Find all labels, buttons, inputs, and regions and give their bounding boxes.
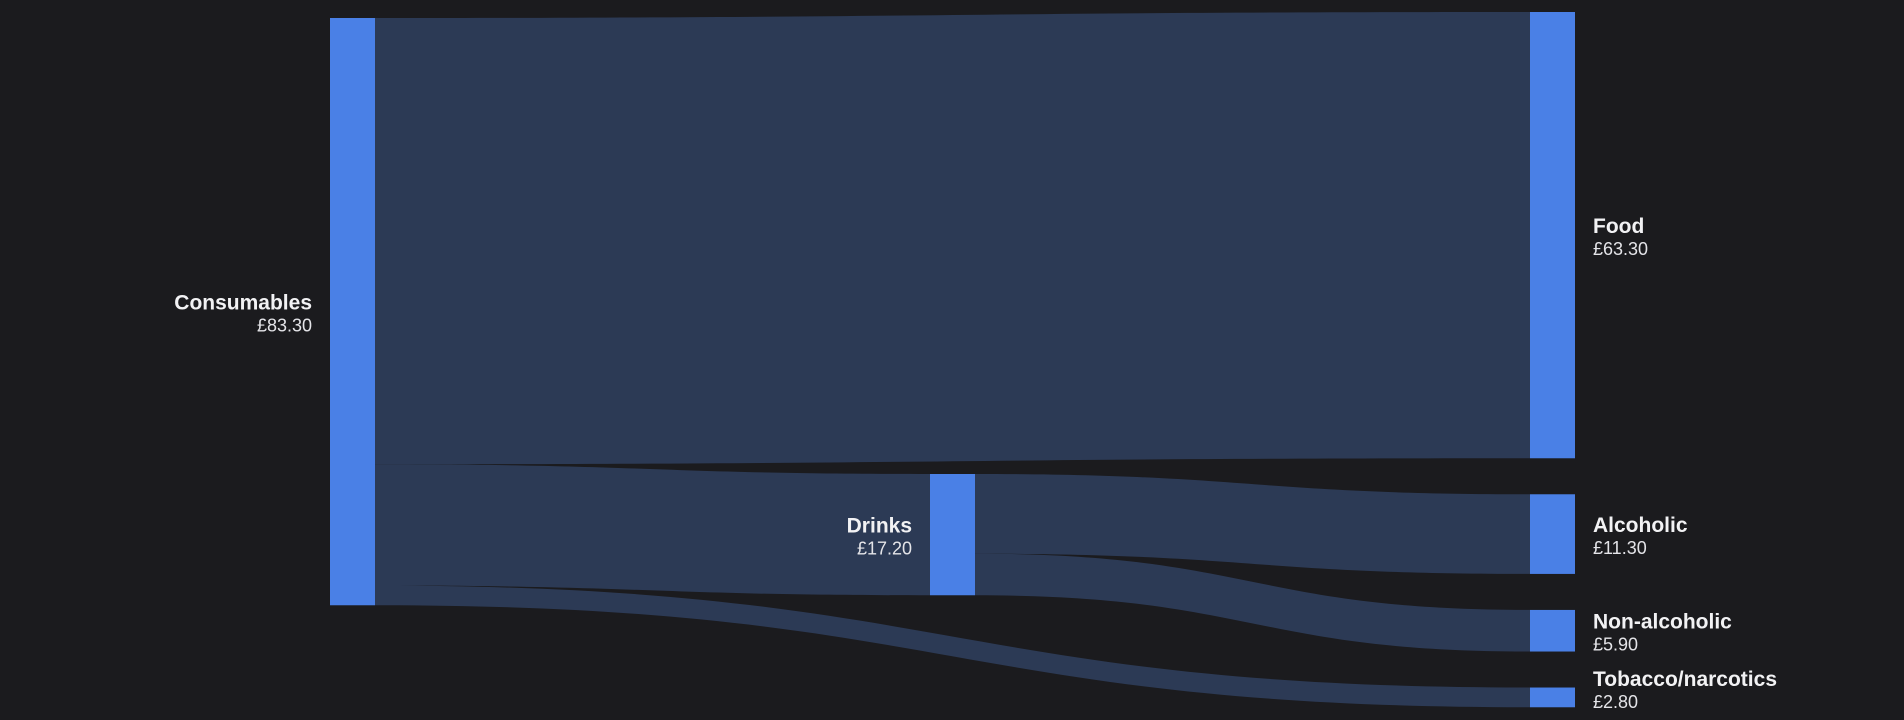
label-food-value: £63.30 [1593,239,1648,259]
link-consumables-to-drinks [375,464,930,596]
link-drinks-to-alcoholic [975,474,1530,574]
link-consumables-to-tobacco-narcotics [375,585,1530,708]
label-consumables-value: £83.30 [257,316,312,336]
label-non-alcoholic-value: £5.90 [1593,635,1638,655]
node-labels: Consumables£83.30 Drinks£17.20 Food£63.30 A… [174,215,1777,712]
label-drinks-value: £17.20 [857,539,912,559]
label-consumables-name: Consumables [174,292,312,315]
node-consumables [330,18,375,606]
label-tobacco-narcotics-value: £2.80 [1593,692,1638,712]
flow-nodes [330,12,1575,708]
label-alcoholic-name: Alcoholic [1593,514,1688,537]
node-drinks [930,474,975,596]
node-food [1530,12,1575,459]
label-drinks-name: Drinks [847,515,912,538]
link-consumables-to-food [375,12,1530,465]
link-drinks-to-non-alcoholic [975,553,1530,652]
flow-links [375,12,1530,708]
label-food-name: Food [1593,215,1644,238]
node-tobacco-narcotics [1530,687,1575,708]
label-alcoholic-value: £11.30 [1593,538,1647,558]
node-alcoholic [1530,494,1575,574]
node-non-alcoholic [1530,609,1575,652]
label-non-alcoholic-name: Non-alcoholic [1593,611,1732,634]
label-tobacco-narcotics-name: Tobacco/narcotics [1593,668,1777,691]
